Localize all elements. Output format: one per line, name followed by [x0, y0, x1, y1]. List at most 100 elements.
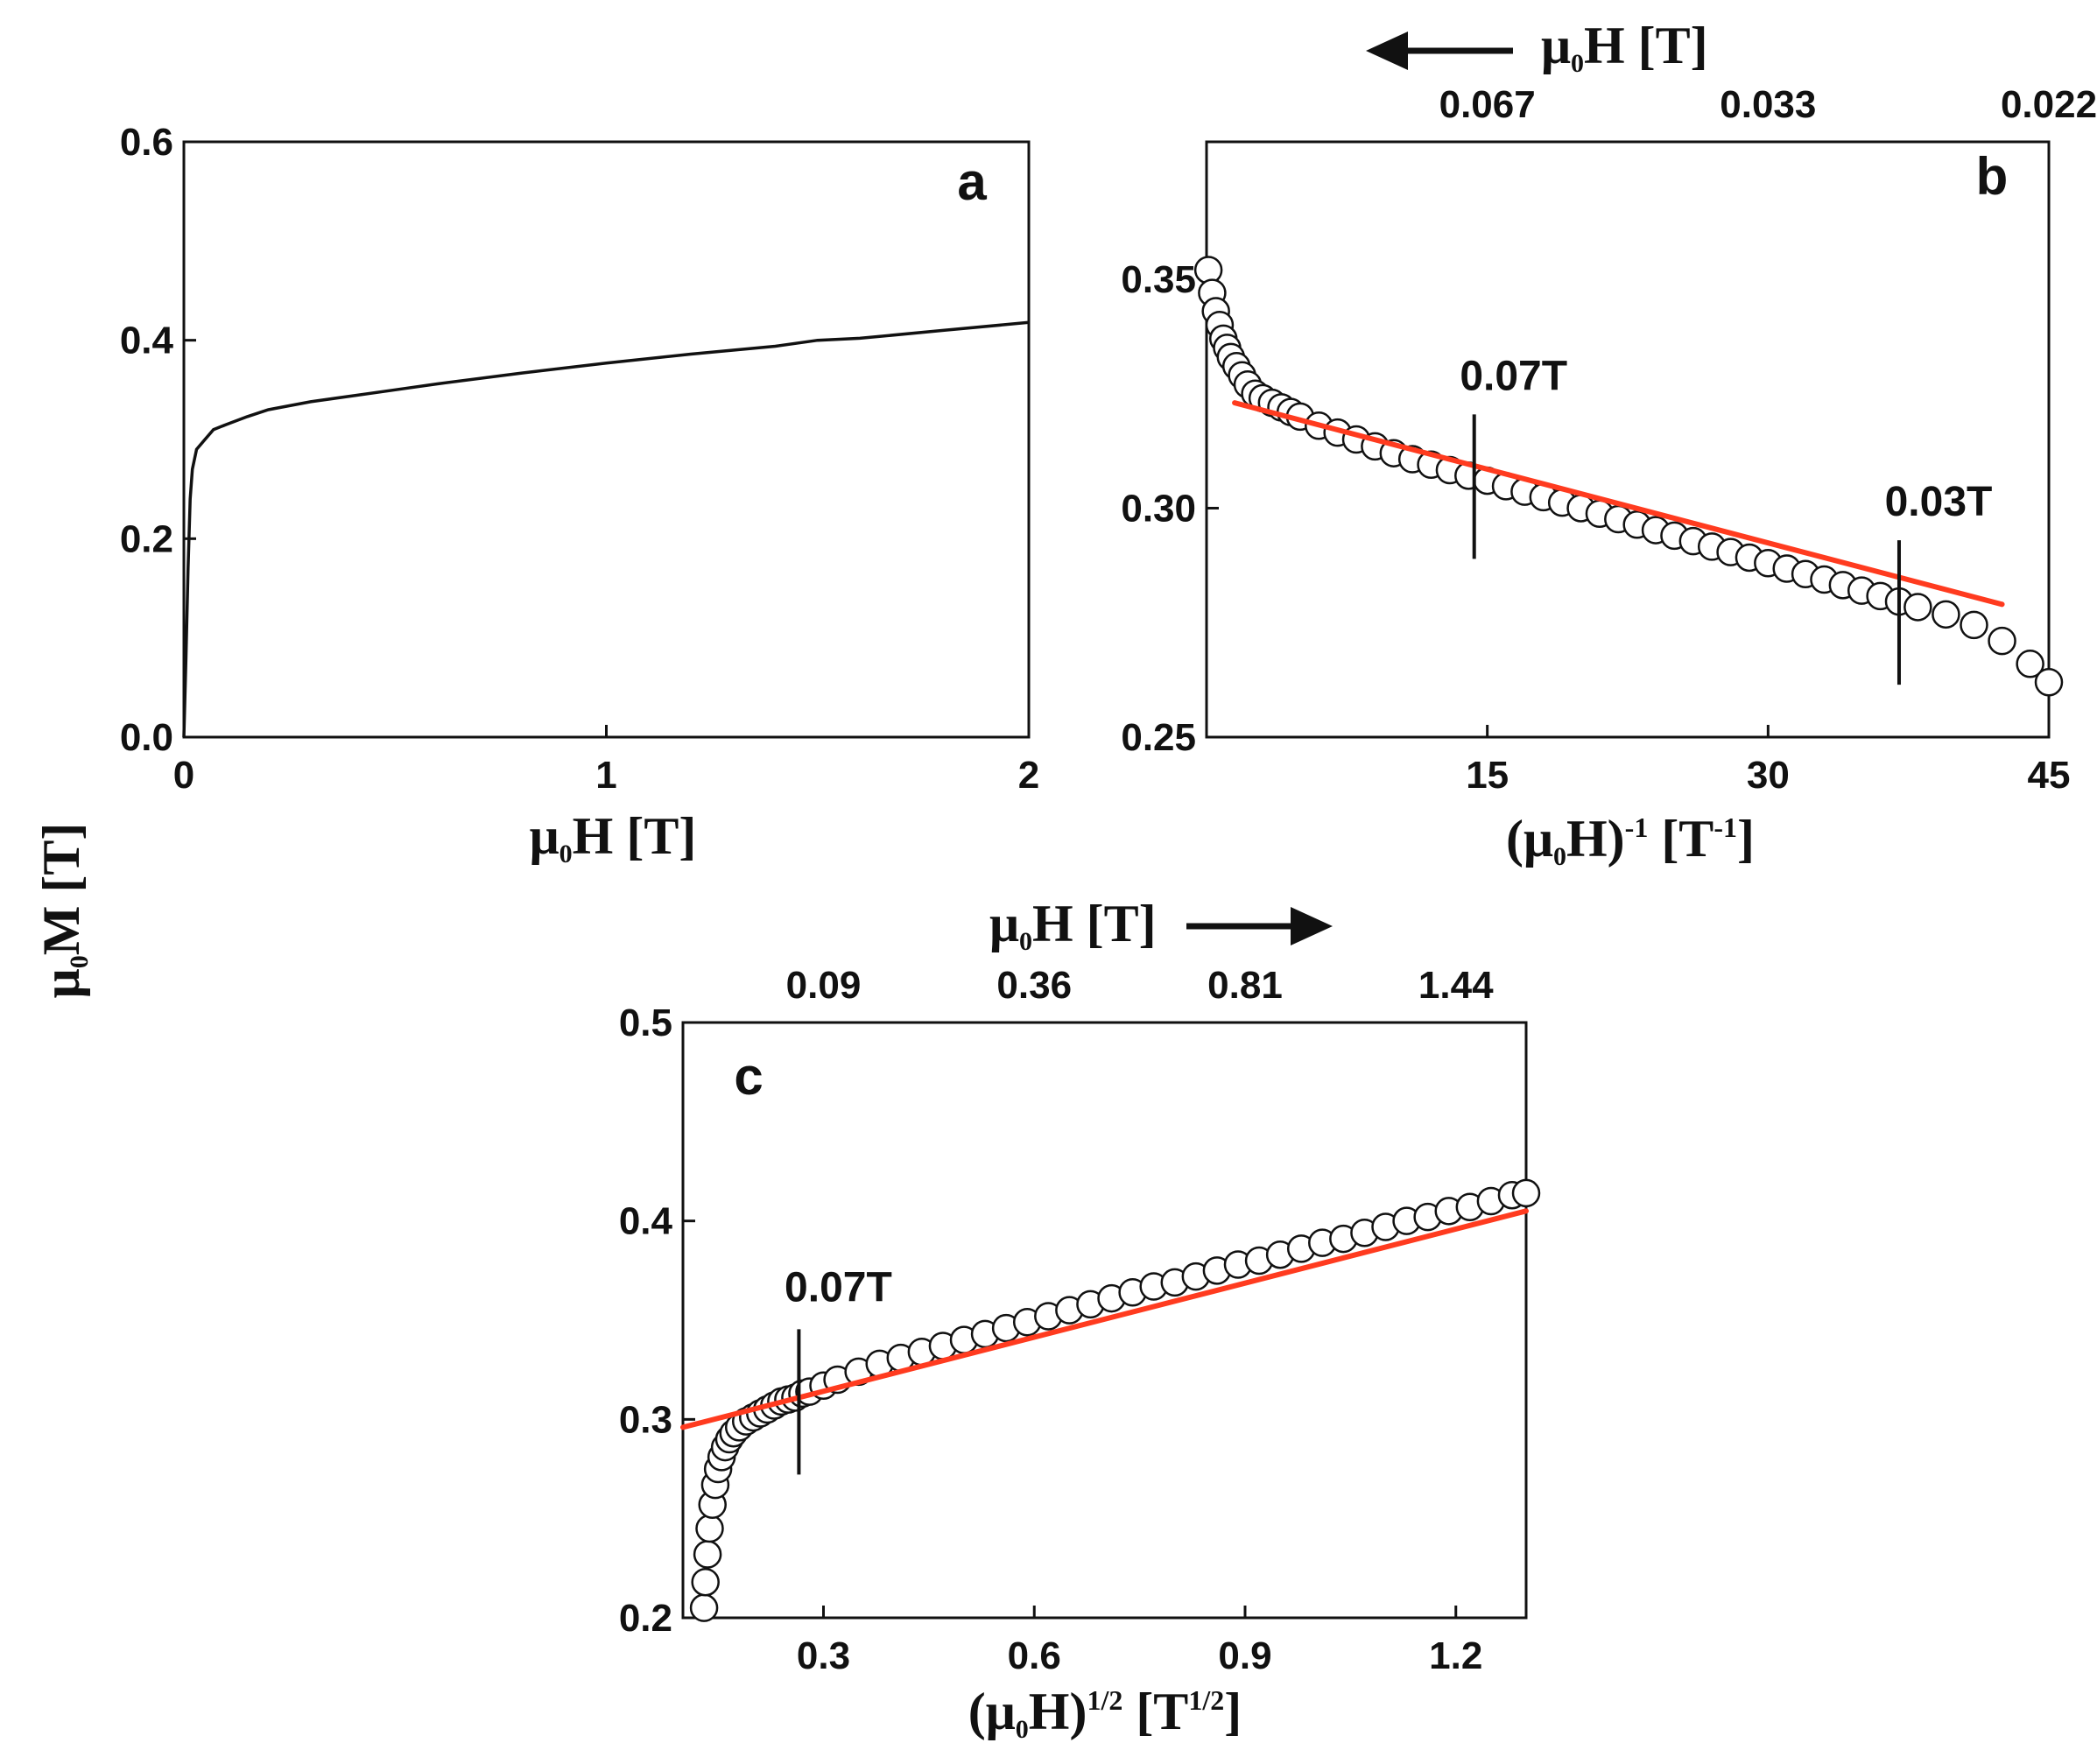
panel-b-top-axis-title: μ0H [T]	[1366, 17, 1708, 78]
panel-b-letter: b	[1976, 147, 2009, 206]
panel-b-xlabel-mid: H)	[1566, 810, 1625, 868]
panel-b-y-ticks: 0.25 0.30 0.35	[1121, 258, 1219, 759]
panel-c-xtick-label: 0.3	[797, 1634, 850, 1677]
panel-c-xlabel-sub: 0	[1016, 1715, 1029, 1744]
panel-c-markers	[689, 1178, 1541, 1622]
panel-c-ytick-label: 0.3	[619, 1398, 672, 1441]
panel-a-xtick-label: 2	[1018, 754, 1039, 797]
panel-c-marker	[691, 1567, 720, 1597]
panel-c-xlabel-end: ]	[1224, 1683, 1242, 1740]
panel-a-curve	[182, 320, 1030, 738]
panel-b-annotation-label: 0.07T	[1460, 353, 1567, 399]
panel-a-xlabel-sub: 0	[559, 840, 573, 868]
panel-c-xlabel-sup: 1/2	[1087, 1684, 1122, 1716]
panel-a-xtick-label: 0	[173, 754, 194, 797]
panel-b-xtick-label: 45	[2028, 754, 2071, 797]
panel-a-x-axis-label: μ0H [T]	[530, 807, 697, 868]
panel-c-ytick-label: 0.2	[619, 1597, 672, 1640]
panel-a-xlabel-rest: H [T]	[573, 807, 697, 865]
panel-c-top-label: μ0H [T]	[989, 895, 1157, 956]
panel-b-marker	[1988, 626, 2016, 656]
panel-b-xtick-label: 15	[1466, 754, 1509, 797]
panel-b-marker	[1932, 600, 1960, 629]
panel-b-top-arrow-head	[1366, 32, 1408, 70]
panel-b-xtick-label: 30	[1747, 754, 1790, 797]
panel-a-y-ticks: 0.0 0.2 0.4 0.6	[120, 121, 196, 759]
panel-b-ytick-label: 0.25	[1121, 716, 1196, 759]
panel-b-top-label: μ0H [T]	[1541, 17, 1708, 78]
panel-a-ytick-label: 0.6	[120, 121, 173, 164]
panel-c-marker	[695, 1514, 724, 1543]
panel-c-top-sub: 0	[1019, 927, 1032, 956]
panel-c-top-tick-label: 0.09	[786, 964, 862, 1007]
panel-a-ytick-label: 0.4	[120, 320, 174, 362]
panel-a-ytick-label: 0.0	[120, 716, 173, 759]
panel-b-top-tick-label: 0.067	[1439, 83, 1536, 126]
panel-b-annotation-label: 0.03T	[1885, 479, 1993, 525]
panel-b-top-sub: 0	[1571, 49, 1584, 78]
panel-b-top-ticks: 0.067 0.033 0.022	[1439, 83, 2097, 126]
panel-c-marker	[689, 1593, 719, 1622]
panel-c-top-tick-label: 0.36	[996, 964, 1072, 1007]
panel-c-xtick-label: 1.2	[1429, 1634, 1482, 1677]
panel-b-marker	[2016, 650, 2044, 678]
panel-c-marker	[693, 1540, 722, 1569]
panel-c-xtick-label: 0.9	[1218, 1634, 1271, 1677]
panel-c-y-ticks: 0.2 0.3 0.4 0.5	[619, 1001, 695, 1640]
panel-c-frame	[681, 1021, 1528, 1620]
panel-b-top-main: μ	[1541, 17, 1571, 74]
panel-b-top-tick-label: 0.033	[1720, 83, 1816, 126]
panel-c-marker	[1511, 1178, 1541, 1208]
panel-a-xtick-label: 1	[595, 754, 616, 797]
shared-y-main: μ	[32, 968, 90, 998]
shared-y-sub: 0	[65, 955, 94, 968]
panel-c-xlabel-mid: H)	[1029, 1683, 1087, 1740]
panel-c-xlabel-sup2: 1/2	[1188, 1684, 1224, 1716]
panel-b-marker	[1903, 593, 1932, 622]
panel-c-xlabel-main: (μ	[968, 1683, 1016, 1740]
panel-a-xlabel-main: μ	[530, 807, 559, 865]
panel-c-top-tick-label: 1.44	[1418, 964, 1494, 1007]
panel-a-ytick-label: 0.2	[120, 517, 173, 560]
panel-b-markers	[1193, 256, 2064, 697]
panel-b-ytick-label: 0.30	[1121, 487, 1196, 530]
panel-b-annotations: 0.07T 0.03T	[1460, 353, 1992, 685]
panel-b-xlabel-sup: -1	[1625, 812, 1649, 843]
panel-c-annotation-label: 0.07T	[785, 1264, 892, 1311]
panel-c-annotations: 0.07T	[785, 1264, 892, 1475]
panel-b-xlabel-main: (μ	[1506, 810, 1553, 868]
panel-b-x-ticks: 15 30 45	[1466, 725, 2070, 797]
panel-c-xtick-label: 0.6	[1008, 1634, 1061, 1677]
panel-c-top-ticks: 0.09 0.36 0.81 1.44	[786, 964, 1494, 1007]
panel-a-letter: a	[957, 152, 987, 211]
panel-c-ytick-label: 0.4	[619, 1200, 673, 1243]
panel-b-xlabel-rest: [T	[1648, 810, 1713, 868]
panel-b-x-axis-label: (μ0H)-1 [T-1]	[1506, 810, 1755, 871]
panel-c-ytick-label: 0.5	[619, 1001, 672, 1044]
panel-a-frame	[182, 140, 1031, 739]
panel-c-fit-line	[680, 1208, 1529, 1430]
panel-c-x-ticks: 0.3 0.6 0.9 1.2	[797, 1606, 1482, 1677]
panel-b-fit-line	[1232, 400, 2005, 608]
panel-c-xlabel-rest: [T	[1122, 1683, 1188, 1740]
panel-a-x-ticks: 0 1 2	[173, 725, 1039, 797]
panel-b-frame	[1205, 140, 2051, 739]
panel-b-xlabel-sub: 0	[1553, 842, 1566, 871]
panel-b-marker	[2034, 667, 2064, 697]
panel-c-top-rest: H [T]	[1032, 895, 1157, 952]
panel-b-top-tick-label: 0.022	[2001, 83, 2097, 126]
panel-b-xlabel-sup2: -1	[1713, 812, 1737, 843]
shared-y-axis-label: μ0M [T]	[32, 823, 94, 999]
panel-b-xlabel-end: ]	[1737, 810, 1755, 868]
panel-b-ytick-label: 0.35	[1121, 258, 1196, 301]
panel-c: 0.2 0.3 0.4 0.5 0.3 0.6 0.9 1.2 0.09 0.36 0.81 1.…	[619, 895, 1541, 1744]
panel-c-top-axis-title: μ0H [T]	[989, 895, 1333, 956]
panel-c-top-arrow-head	[1291, 907, 1333, 945]
panel-c-x-axis-label: (μ0H)1/2 [T1/2]	[968, 1683, 1242, 1744]
panel-c-top-tick-label: 0.81	[1207, 964, 1283, 1007]
panel-b: 0.25 0.30 0.35 15 30 45 0.067 0.033 0.022 0.07…	[1121, 17, 2097, 871]
panel-c-top-main: μ	[989, 895, 1019, 952]
panel-b-top-rest: H [T]	[1584, 17, 1708, 74]
